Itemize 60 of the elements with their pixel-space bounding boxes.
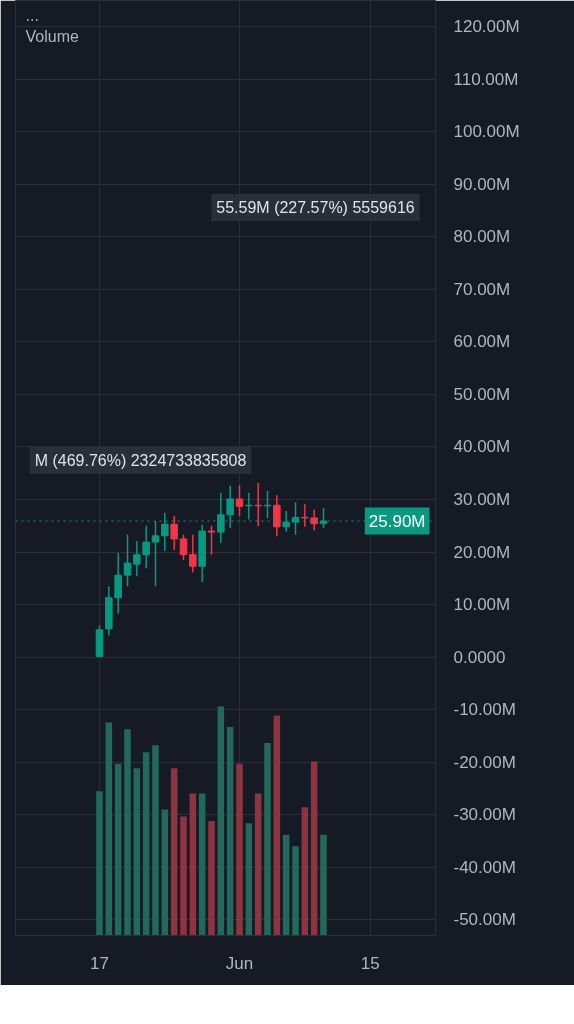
annotation: Volume [25, 27, 79, 45]
bar [133, 768, 141, 936]
bar [217, 706, 225, 936]
bar [310, 761, 318, 936]
bar [264, 743, 271, 936]
candlestick [179, 533, 188, 561]
y-tick-label: 40.00M [453, 437, 511, 457]
candlestick [301, 503, 309, 528]
candlestick [207, 525, 216, 556]
y-tick-label: 120.00M [453, 17, 520, 37]
y-tick-label: 0.0000 [453, 647, 506, 667]
ref-line-label: 25.90M [368, 511, 426, 531]
x-tick-label: 17 [90, 953, 109, 973]
candlestick [170, 515, 178, 551]
annotation: 55.59M (227.57%) 5559616 [216, 199, 415, 216]
bar [161, 809, 169, 936]
bar [301, 807, 309, 936]
y-tick-label: 50.00M [453, 384, 511, 404]
bar [273, 715, 281, 936]
bar [198, 793, 206, 936]
bar [170, 768, 178, 936]
y-tick-label: -20.00M [453, 752, 516, 772]
candlestick [273, 494, 281, 538]
candlestick [123, 533, 132, 587]
bar [226, 727, 234, 936]
bar [208, 820, 215, 936]
y-tick-label: 30.00M [453, 490, 511, 510]
y-tick-label: 10.00M [453, 595, 511, 615]
y-tick-label: -40.00M [453, 857, 516, 877]
bar [236, 763, 243, 936]
x-tick-label: Jun [225, 953, 254, 973]
bar [96, 791, 103, 936]
bar [114, 763, 122, 936]
bar [254, 793, 262, 936]
candlestick [235, 484, 244, 518]
bar [292, 846, 299, 936]
bar [180, 816, 187, 936]
y-tick-label: 80.00M [453, 227, 511, 247]
y-tick-label: 90.00M [453, 174, 511, 194]
candlestick [189, 533, 197, 574]
y-tick-label: -50.00M [453, 910, 516, 930]
bar [320, 834, 327, 936]
bar [189, 793, 197, 936]
y-tick-label: 20.00M [453, 542, 511, 562]
annotation: ... [25, 6, 39, 24]
y-tick-label: 110.00M [453, 69, 519, 89]
bar [124, 729, 131, 936]
x-tick-label: 15 [360, 953, 380, 973]
candlestick [310, 508, 318, 532]
bar [245, 823, 253, 936]
y-tick-label: -10.00M [453, 700, 516, 720]
bar [282, 834, 290, 936]
y-tick-label: -30.00M [453, 805, 516, 825]
bar [152, 745, 159, 936]
y-tick-label: 60.00M [453, 332, 511, 352]
annotation: M (469.76%) 2324733835808 [34, 452, 247, 469]
y-tick-label: 100.00M [453, 122, 520, 142]
y-tick-label: 70.00M [453, 279, 511, 299]
bar [105, 722, 113, 936]
bar [142, 752, 150, 936]
